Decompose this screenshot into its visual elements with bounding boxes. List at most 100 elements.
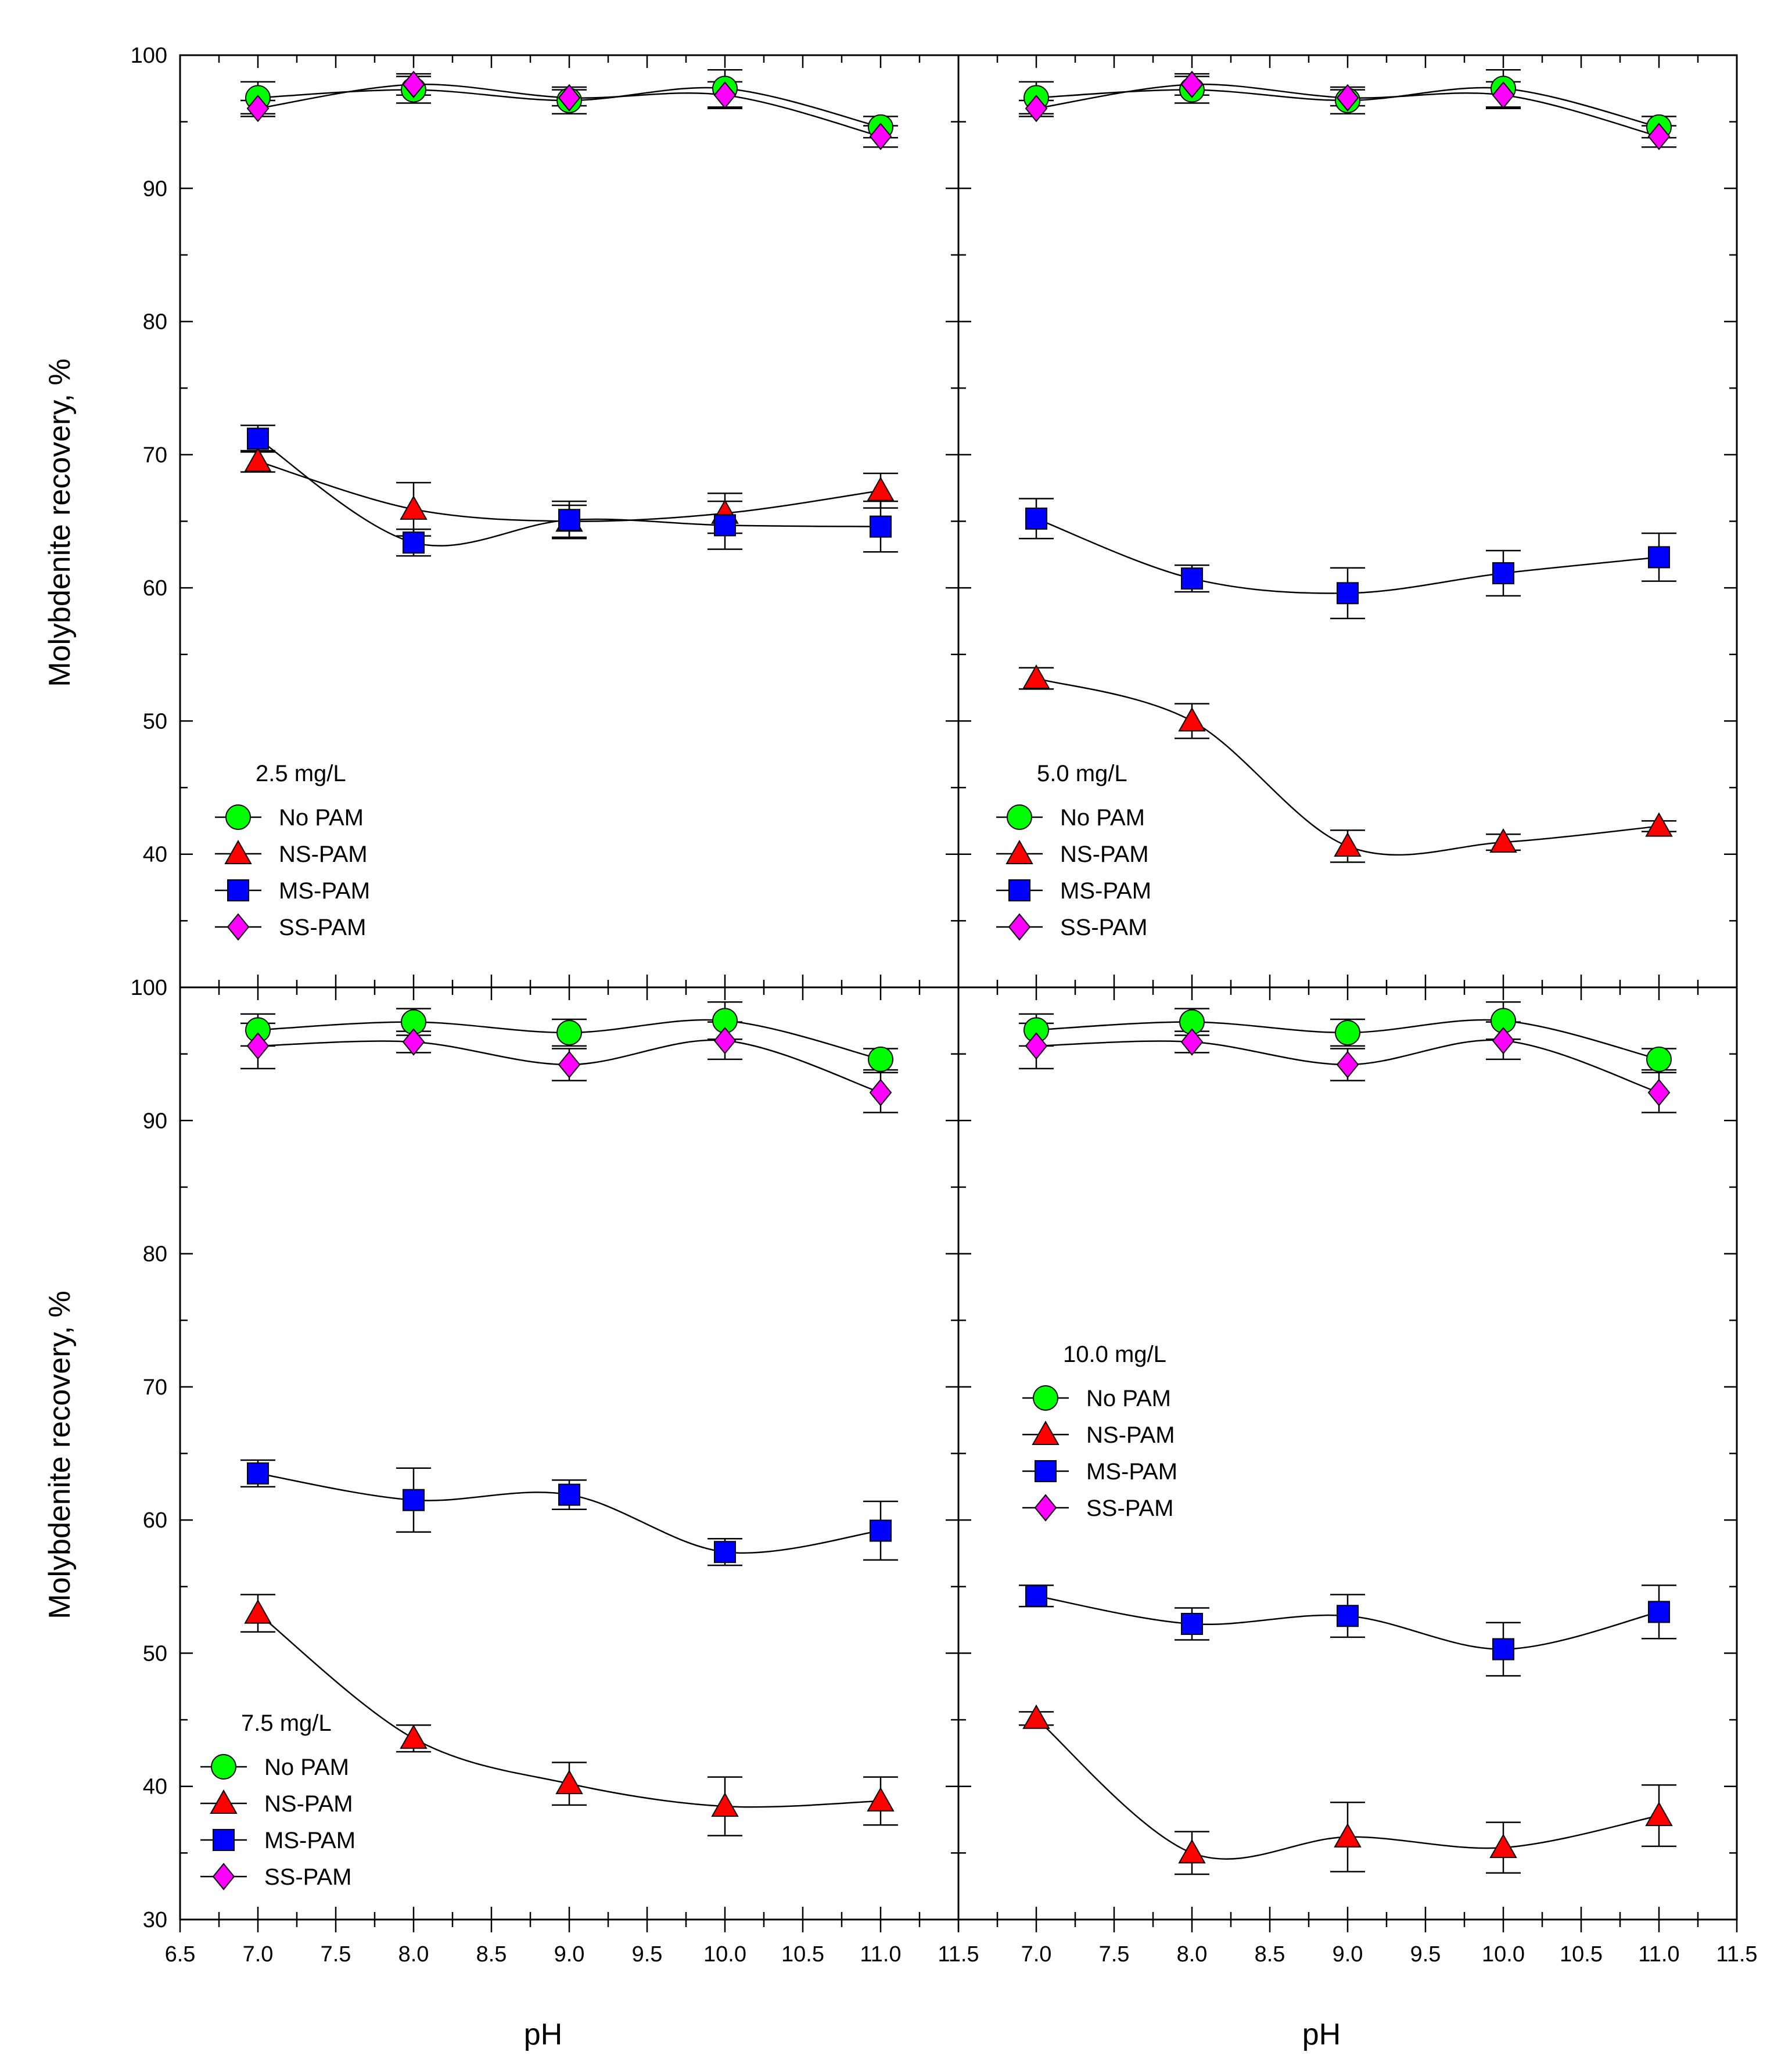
y-axis-title-bottom: Molybdenite recovery, %: [43, 1291, 77, 1619]
data-point-ms-pam: [403, 531, 425, 554]
legend: 10.0 mg/L No PAM NS-PAM MS-PAM SS-PAM: [1022, 1342, 1177, 1522]
data-point-ss-pam: [1025, 95, 1048, 123]
data-point-no-pam: [868, 1046, 893, 1072]
legend-marker-no-pam: [1007, 804, 1032, 830]
legend-title: 10.0 mg/L: [1063, 1342, 1166, 1367]
x-axis-title-right: pH: [1302, 2018, 1341, 2051]
y-tick-label: 30: [143, 1908, 167, 1932]
legend-label-ns-pam: NS-PAM: [264, 1791, 353, 1817]
data-point-ss-pam: [1025, 1032, 1048, 1060]
legend: 2.5 mg/L No PAM NS-PAM MS-PAM SS-PAM: [215, 761, 370, 941]
legend: 5.0 mg/L No PAM NS-PAM MS-PAM SS-PAM: [996, 761, 1151, 941]
data-point-ms-pam: [558, 1483, 580, 1506]
x-tick-label: 8.5: [476, 1942, 507, 1967]
markers-ns-pam: [1022, 664, 1673, 857]
markers-ss-pam: [1025, 70, 1671, 150]
data-point-ss-pam: [1492, 1027, 1515, 1055]
legend-title: 2.5 mg/L: [256, 761, 346, 786]
x-tick-label: 10.5: [1560, 1942, 1603, 1967]
legend-label-ns-pam: NS-PAM: [1086, 1422, 1175, 1448]
legend-marker-ns-pam: [210, 1789, 238, 1814]
markers-ms-pam: [1025, 507, 1670, 605]
data-point-no-pam: [1646, 1046, 1672, 1072]
legend-marker-no-pam: [211, 1754, 236, 1780]
x-tick-label: 8.5: [1255, 1942, 1285, 1967]
x-tick-label: 7.5: [321, 1942, 351, 1967]
legend-label-ms-pam: MS-PAM: [264, 1828, 355, 1853]
legend-marker-ss-pam: [212, 1863, 235, 1891]
data-point-ss-pam: [1647, 1079, 1671, 1106]
x-tick-label: 7.0: [1021, 1942, 1052, 1967]
legend-label-no-pam: No PAM: [1086, 1386, 1171, 1411]
legend-marker-ms-pam: [1008, 879, 1030, 901]
data-point-ss-pam: [1180, 70, 1204, 99]
data-point-ss-pam: [1492, 81, 1515, 109]
data-point-no-pam: [1335, 1019, 1360, 1045]
panel-2-5-mg-l: 2.5 mg/L No PAM NS-PAM MS-PAM SS-PAM: [215, 69, 898, 941]
data-point-ms-pam: [714, 1541, 736, 1564]
y-tick-label: 60: [143, 1508, 167, 1533]
y-tick-label: 90: [143, 1109, 167, 1133]
legend-marker-ms-pam: [213, 1829, 235, 1851]
x-tick-label: 8.0: [398, 1942, 429, 1967]
legend-marker-ss-pam: [1008, 913, 1031, 941]
x-tick-label: 11.5: [938, 1942, 979, 1967]
y-tick-label: 100: [131, 976, 167, 1000]
plot-area: [240, 69, 898, 557]
markers-ms-pam: [247, 427, 892, 554]
legend-label-no-pam: No PAM: [1060, 805, 1145, 831]
data-point-ms-pam: [1492, 1638, 1514, 1661]
data-point-ns-pam: [1334, 832, 1362, 857]
y-tick-label: 60: [143, 576, 167, 601]
plot-area: [1019, 69, 1676, 863]
legend-label-ms-pam: MS-PAM: [1060, 878, 1151, 904]
legend-title: 7.5 mg/L: [241, 1710, 332, 1736]
panel-5-0-mg-l: 5.0 mg/L No PAM NS-PAM MS-PAM SS-PAM: [996, 69, 1676, 941]
data-point-ms-pam: [870, 1519, 892, 1542]
markers-ns-pam: [244, 1599, 895, 1817]
data-point-ns-pam: [1645, 812, 1673, 837]
data-point-ms-pam: [403, 1489, 425, 1511]
data-point-ms-pam: [1181, 1612, 1203, 1635]
axis-ticks: 40 50 60 70 80 90 100 30 40 50 60 70 80 90 100 6.5 7.0 7.…: [131, 44, 1758, 1967]
x-tick-label: 10.0: [1482, 1942, 1525, 1967]
y-tick-label: 50: [143, 709, 167, 734]
x-tick-label: 9.5: [632, 1942, 663, 1967]
markers-ss-pam: [246, 1027, 892, 1106]
data-point-ns-pam: [867, 1787, 895, 1812]
y-tick-label: 80: [143, 310, 167, 335]
data-point-ns-pam: [1334, 1823, 1362, 1848]
legend-label-no-pam: No PAM: [264, 1755, 349, 1780]
plot-area: [240, 1001, 898, 1836]
data-point-ms-pam: [558, 509, 580, 531]
x-tick-label: 9.0: [554, 1942, 585, 1967]
data-point-ns-pam: [555, 1770, 583, 1795]
x-axis-title-left: pH: [524, 2018, 562, 2051]
data-point-ns-pam: [1489, 1834, 1517, 1859]
data-point-ss-pam: [246, 95, 270, 123]
x-tick-label: 11.0: [860, 1942, 901, 1967]
series-line-ns-pam: [1036, 1717, 1660, 1860]
data-point-ss-pam: [713, 81, 737, 109]
data-point-ms-pam: [1181, 567, 1203, 590]
data-point-ss-pam: [869, 123, 892, 150]
markers-ss-pam: [1025, 1027, 1671, 1106]
data-point-ms-pam: [1648, 546, 1670, 569]
data-point-ss-pam: [246, 1032, 270, 1060]
y-tick-label: 50: [143, 1641, 167, 1666]
legend-marker-ns-pam: [1005, 839, 1033, 864]
legend-marker-ms-pam: [227, 879, 249, 901]
data-point-ss-pam: [1647, 123, 1671, 150]
legend-label-no-pam: No PAM: [279, 805, 364, 831]
x-tick-label: 11.0: [1638, 1942, 1679, 1967]
legend-label-ms-pam: MS-PAM: [1086, 1459, 1177, 1485]
legend-label-ss-pam: SS-PAM: [1060, 915, 1147, 940]
data-point-ms-pam: [1648, 1601, 1670, 1623]
data-point-ss-pam: [713, 1027, 737, 1055]
data-point-ss-pam: [402, 70, 425, 99]
data-point-ns-pam: [244, 1599, 272, 1624]
legend-label-ss-pam: SS-PAM: [1086, 1496, 1173, 1521]
data-point-ms-pam: [247, 1462, 269, 1485]
